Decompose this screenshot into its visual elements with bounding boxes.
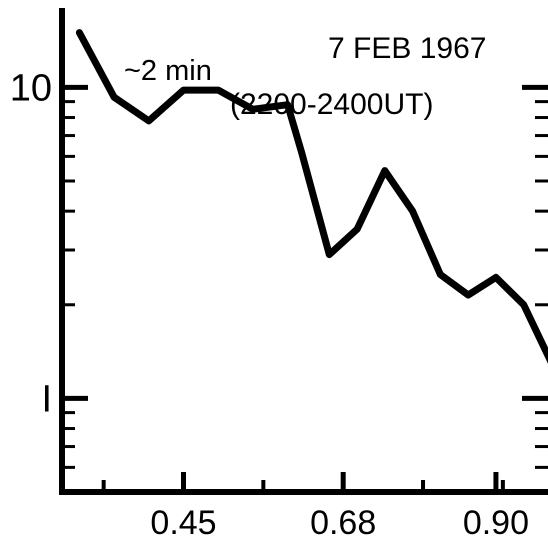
series-line — [75, 29, 548, 364]
y-tick-label: I — [41, 378, 52, 420]
x-axis-ticks: 0.45 0.68 0.90 — [101, 472, 529, 542]
x-tick-label: 0.68 — [310, 504, 376, 542]
chart-subtitle: (2200-2400UT) — [230, 88, 433, 121]
x-tick-label: 0.90 — [463, 504, 529, 542]
annotation-label: ~2 min — [124, 55, 212, 87]
y-axis-ticks: 10 I — [10, 67, 548, 469]
x-tick-label: 0.45 — [150, 504, 216, 542]
y-tick-label: 10 — [10, 67, 52, 109]
chart-title: 7 FEB 1967 — [328, 32, 486, 65]
